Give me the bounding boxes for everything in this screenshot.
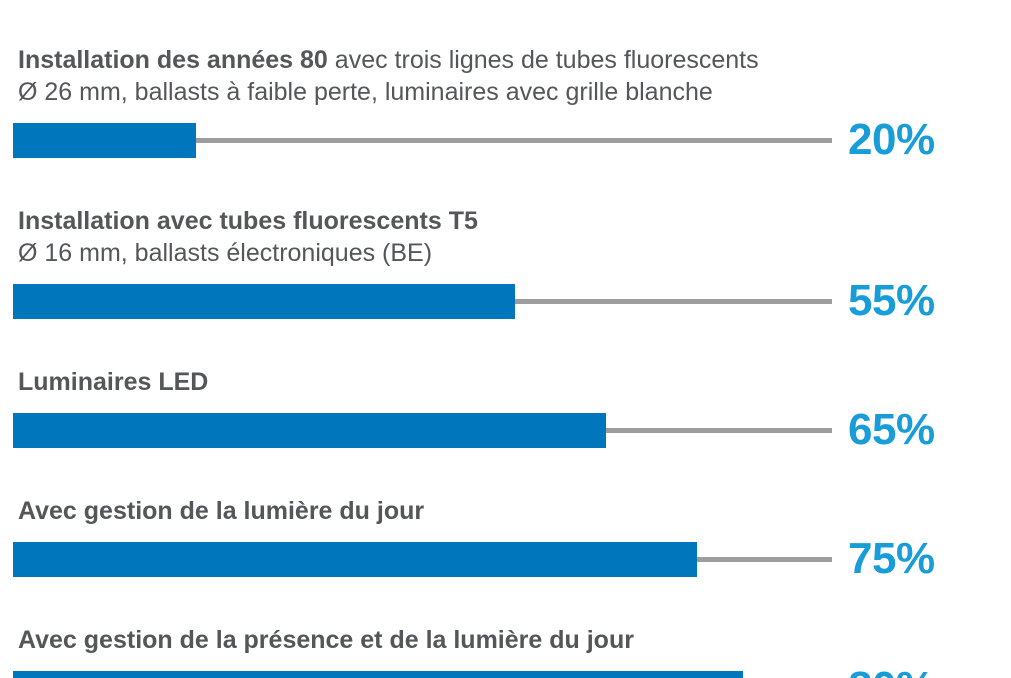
row-title: Avec gestion de la lumière du jour [18, 495, 1011, 527]
bar [13, 541, 697, 577]
bar [13, 670, 743, 678]
chart-row-gestion-lumiere: Avec gestion de la lumière du jour 75% [13, 495, 1011, 584]
row-title-bold: Installation avec tubes fluorescents T5 [18, 207, 478, 235]
row-category-label: Installation des années 80 avec trois li… [13, 44, 1011, 108]
chart-row-tubes-t5: Installation avec tubes fluorescents T5 … [13, 205, 1011, 326]
bar-track [13, 283, 832, 319]
row-title: Avec gestion de la présence et de la lum… [18, 624, 1011, 656]
leader-line [196, 137, 832, 143]
row-category-label: Avec gestion de la présence et de la lum… [13, 624, 1011, 656]
row-category-label: Luminaires LED [13, 366, 1011, 398]
row-title: Installation avec tubes fluorescents T5 [18, 205, 1011, 237]
row-title-rest: avec trois lignes de tubes fluorescents [327, 46, 759, 74]
row-title-bold: Luminaires LED [18, 368, 209, 396]
bar-line: 55% [13, 276, 1011, 326]
row-title-bold: Installation des années 80 [18, 46, 328, 74]
value-label: 55% [848, 276, 935, 325]
row-title: Luminaires LED [18, 366, 1011, 398]
row-title-bold: Avec gestion de la lumière du jour [18, 497, 425, 525]
row-subtitle: Ø 26 mm, ballasts à faible perte, lumina… [18, 78, 713, 106]
value-label: 80% [848, 663, 935, 678]
row-subtitle: Ø 16 mm, ballasts électroniques (BE) [18, 239, 433, 267]
chart-row-gestion-presence-lumiere: Avec gestion de la présence et de la lum… [13, 624, 1011, 678]
leader-line [697, 556, 832, 562]
bar [13, 122, 196, 158]
bar-line: 80% [13, 663, 1011, 678]
leader-line [606, 427, 832, 433]
leader-line [515, 298, 832, 304]
value-label: 75% [848, 534, 935, 583]
bar-line: 20% [13, 115, 1011, 165]
chart-row-led: Luminaires LED 65% [13, 366, 1011, 455]
bar-line: 65% [13, 405, 1011, 455]
bar [13, 412, 606, 448]
bar-track [13, 122, 832, 158]
bar-track [13, 412, 832, 448]
value-label: 65% [848, 405, 935, 454]
row-title-bold: Avec gestion de la présence et de la lum… [18, 626, 634, 654]
bar-track [13, 670, 832, 678]
chart-row-annees-80: Installation des années 80 avec trois li… [13, 44, 1011, 165]
row-category-label: Installation avec tubes fluorescents T5 … [13, 205, 1011, 269]
bar-track [13, 541, 832, 577]
row-category-label: Avec gestion de la lumière du jour [13, 495, 1011, 527]
bar-line: 75% [13, 534, 1011, 584]
row-title: Installation des années 80 avec trois li… [18, 44, 1011, 76]
value-label: 20% [848, 115, 935, 164]
bar [13, 283, 515, 319]
